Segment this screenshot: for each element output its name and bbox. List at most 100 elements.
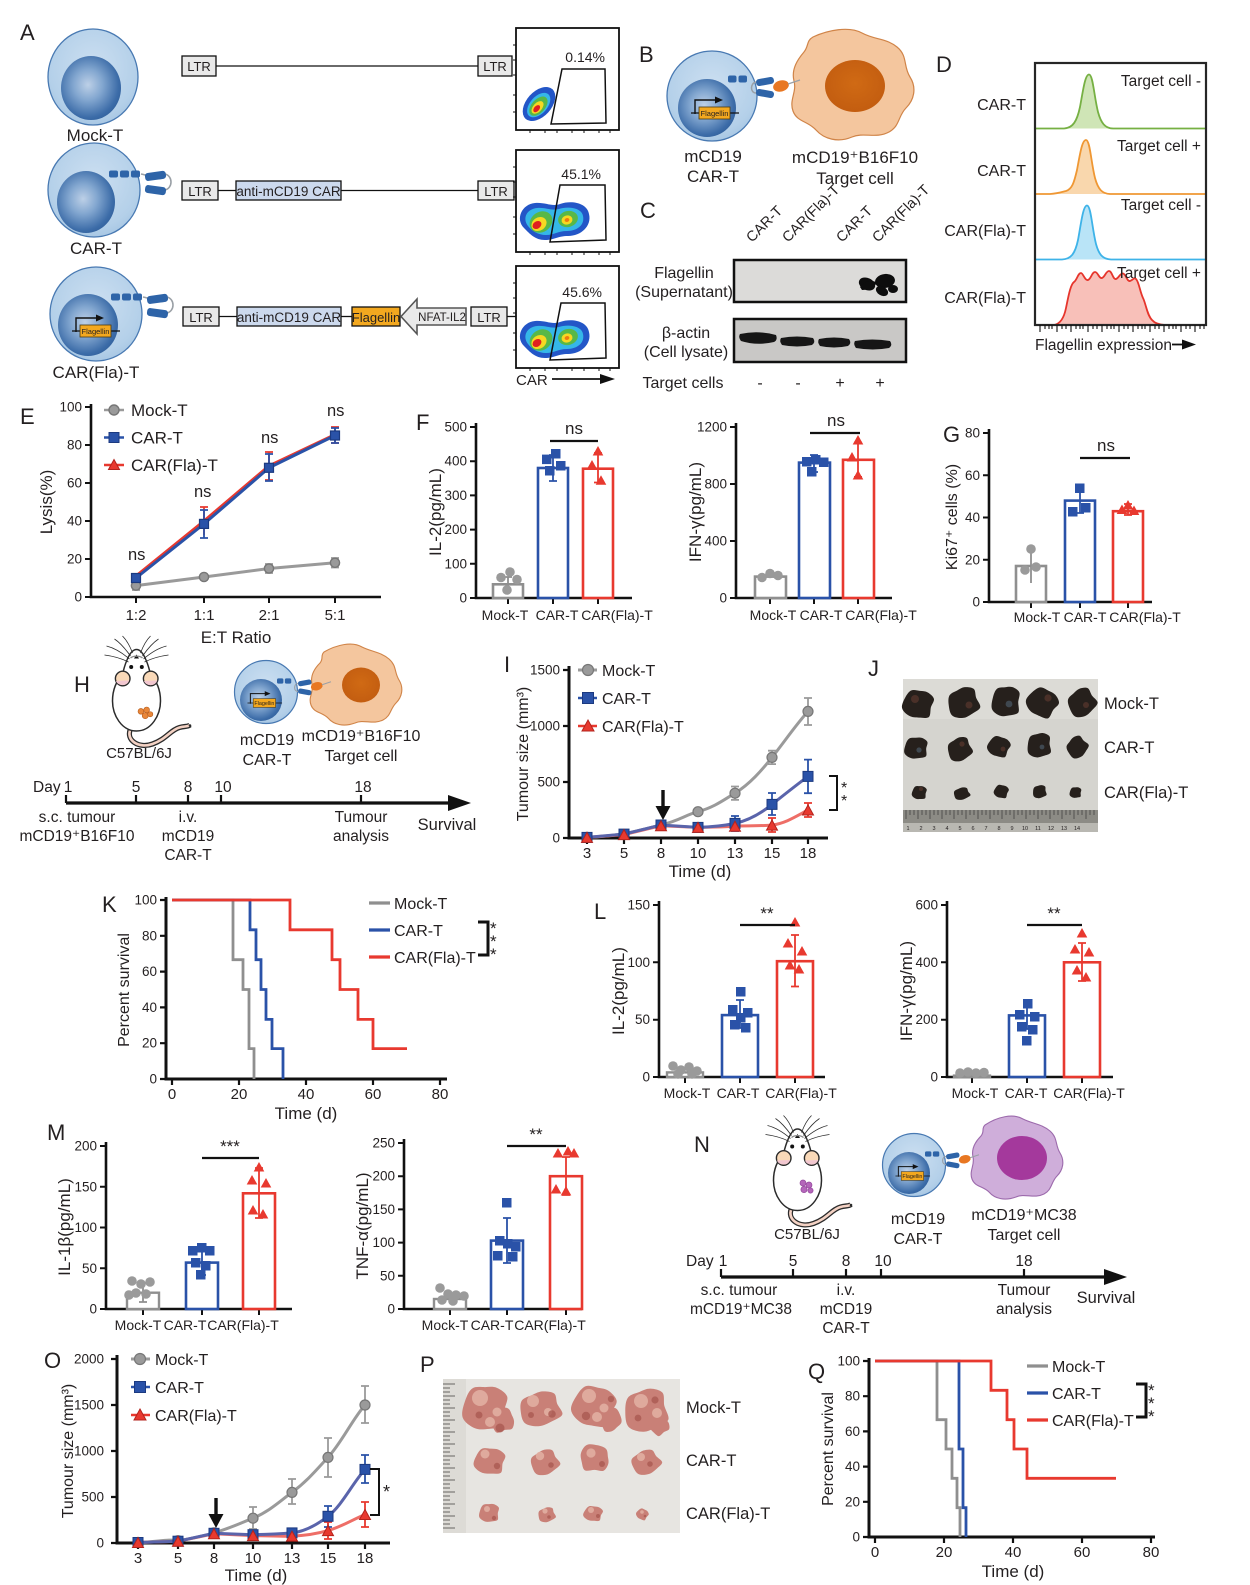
svg-text:Flagellin expression: Flagellin expression <box>1035 337 1172 354</box>
svg-text:(Cell lysate): (Cell lysate) <box>644 344 728 361</box>
svg-text:100: 100 <box>372 1235 395 1250</box>
svg-text:0: 0 <box>930 1070 938 1085</box>
svg-text:40: 40 <box>142 1000 157 1015</box>
svg-text:Tumour: Tumour <box>335 809 388 826</box>
svg-text:CAR(Fla)-T: CAR(Fla)-T <box>870 182 934 246</box>
svg-text:80: 80 <box>67 438 82 453</box>
svg-text:0: 0 <box>852 1530 860 1545</box>
svg-text:CAR(Fla)-T: CAR(Fla)-T <box>944 223 1026 240</box>
svg-text:Target cell +: Target cell + <box>1117 138 1201 155</box>
svg-text:8: 8 <box>210 1550 218 1567</box>
svg-text:Tumour: Tumour <box>998 1282 1051 1299</box>
svg-text:18: 18 <box>354 779 371 796</box>
svg-text:*: * <box>841 780 847 797</box>
svg-text:Percent survival: Percent survival <box>116 933 133 1047</box>
svg-text:Target cell: Target cell <box>988 1227 1061 1244</box>
svg-text:CAR-T: CAR-T <box>834 203 877 246</box>
svg-text:CAR(Fla)-T: CAR(Fla)-T <box>155 1408 237 1425</box>
svg-text:Time (d): Time (d) <box>225 1566 288 1585</box>
svg-text:LTR: LTR <box>484 184 508 199</box>
svg-text:mCD19⁺B16F10: mCD19⁺B16F10 <box>19 828 134 845</box>
svg-text:200: 200 <box>915 1012 938 1027</box>
svg-text:mCD19⁺B16F10: mCD19⁺B16F10 <box>302 728 421 745</box>
svg-text:60: 60 <box>67 476 82 491</box>
svg-text:IFN-γ(pg/mL): IFN-γ(pg/mL) <box>897 941 916 1041</box>
svg-text:G: G <box>943 422 960 447</box>
svg-text:0: 0 <box>972 595 980 610</box>
svg-text:E:T Ratio: E:T Ratio <box>201 628 272 647</box>
svg-text:8: 8 <box>842 1253 851 1270</box>
svg-text:18: 18 <box>1015 1253 1032 1270</box>
svg-text:5:1: 5:1 <box>325 607 346 624</box>
svg-text:45.6%: 45.6% <box>562 284 602 300</box>
svg-text:0: 0 <box>719 591 727 606</box>
svg-text:80: 80 <box>1143 1544 1160 1561</box>
svg-text:Mock-T: Mock-T <box>115 1317 162 1333</box>
svg-text:200: 200 <box>74 1139 97 1154</box>
svg-text:CAR(Fla)-T: CAR(Fla)-T <box>514 1317 586 1333</box>
svg-text:5: 5 <box>789 1253 798 1270</box>
svg-text:C57BL/6J: C57BL/6J <box>106 745 172 762</box>
svg-text:-: - <box>795 375 800 392</box>
svg-text:CAR-T: CAR-T <box>686 1452 736 1470</box>
svg-text:H: H <box>74 672 90 697</box>
svg-text:100: 100 <box>74 1220 97 1235</box>
svg-text:Mock-T: Mock-T <box>664 1085 711 1101</box>
svg-text:CAR: CAR <box>516 372 548 389</box>
svg-text:CAR(Fla)-T: CAR(Fla)-T <box>686 1505 770 1523</box>
svg-text:14: 14 <box>1074 826 1080 832</box>
svg-text:80: 80 <box>432 1086 449 1103</box>
svg-text:400: 400 <box>444 454 467 469</box>
svg-text:500: 500 <box>81 1490 104 1505</box>
svg-text:ns: ns <box>194 483 211 501</box>
svg-text:CAR-T: CAR-T <box>717 1085 760 1101</box>
svg-text:mCD19: mCD19 <box>684 147 742 166</box>
svg-text:60: 60 <box>845 1424 860 1439</box>
svg-text:Day: Day <box>33 779 61 796</box>
svg-text:*: * <box>841 793 847 810</box>
svg-text:150: 150 <box>627 898 650 913</box>
svg-text:8: 8 <box>997 826 1000 832</box>
svg-text:mCD19⁺B16F10: mCD19⁺B16F10 <box>792 148 918 167</box>
svg-text:50: 50 <box>380 1268 395 1283</box>
svg-text:*: * <box>490 919 497 938</box>
svg-text:**: ** <box>760 904 774 923</box>
svg-text:20: 20 <box>142 1036 157 1051</box>
svg-text:CAR(Fla)-T: CAR(Fla)-T <box>53 363 140 382</box>
svg-text:40: 40 <box>965 510 980 525</box>
svg-text:150: 150 <box>372 1202 395 1217</box>
svg-text:mCD19⁺MC38: mCD19⁺MC38 <box>690 1301 792 1318</box>
svg-text:ns: ns <box>827 411 845 430</box>
svg-text:β-actin: β-actin <box>662 325 710 342</box>
svg-text:400: 400 <box>915 955 938 970</box>
svg-text:50: 50 <box>635 1012 650 1027</box>
svg-text:40: 40 <box>845 1459 860 1474</box>
svg-text:Mock-T: Mock-T <box>602 663 656 680</box>
svg-text:Survival: Survival <box>1077 1289 1136 1307</box>
svg-text:J: J <box>868 656 879 681</box>
svg-text:s.c. tumour: s.c. tumour <box>701 1282 778 1299</box>
svg-text:Lysis(%): Lysis(%) <box>37 470 56 535</box>
svg-text:ns: ns <box>261 429 278 447</box>
svg-text:800: 800 <box>704 477 727 492</box>
svg-text:20: 20 <box>231 1086 248 1103</box>
svg-text:15: 15 <box>764 845 781 862</box>
svg-text:CAR(Fla)-T: CAR(Fla)-T <box>207 1317 279 1333</box>
svg-text:Mock-T: Mock-T <box>394 896 448 913</box>
svg-text:50: 50 <box>82 1261 97 1276</box>
svg-text:0: 0 <box>459 591 467 606</box>
svg-text:0: 0 <box>387 1302 395 1317</box>
svg-text:CAR-T: CAR-T <box>70 239 122 258</box>
svg-text:100: 100 <box>444 556 467 571</box>
svg-text:Mock-T: Mock-T <box>1052 1359 1106 1376</box>
svg-text:0: 0 <box>871 1544 879 1561</box>
svg-text:TNF-α(pg/mL): TNF-α(pg/mL) <box>353 1172 372 1279</box>
svg-text:CAR-T: CAR-T <box>822 1320 870 1337</box>
svg-text:18: 18 <box>800 845 817 862</box>
svg-text:13: 13 <box>727 845 744 862</box>
svg-text:CAR-T: CAR-T <box>131 429 183 448</box>
svg-text:Target cell -: Target cell - <box>1121 197 1201 214</box>
svg-text:0: 0 <box>642 1070 650 1085</box>
svg-text:*: * <box>490 932 497 951</box>
svg-text:Ki67⁺ cells (%): Ki67⁺ cells (%) <box>944 464 961 570</box>
